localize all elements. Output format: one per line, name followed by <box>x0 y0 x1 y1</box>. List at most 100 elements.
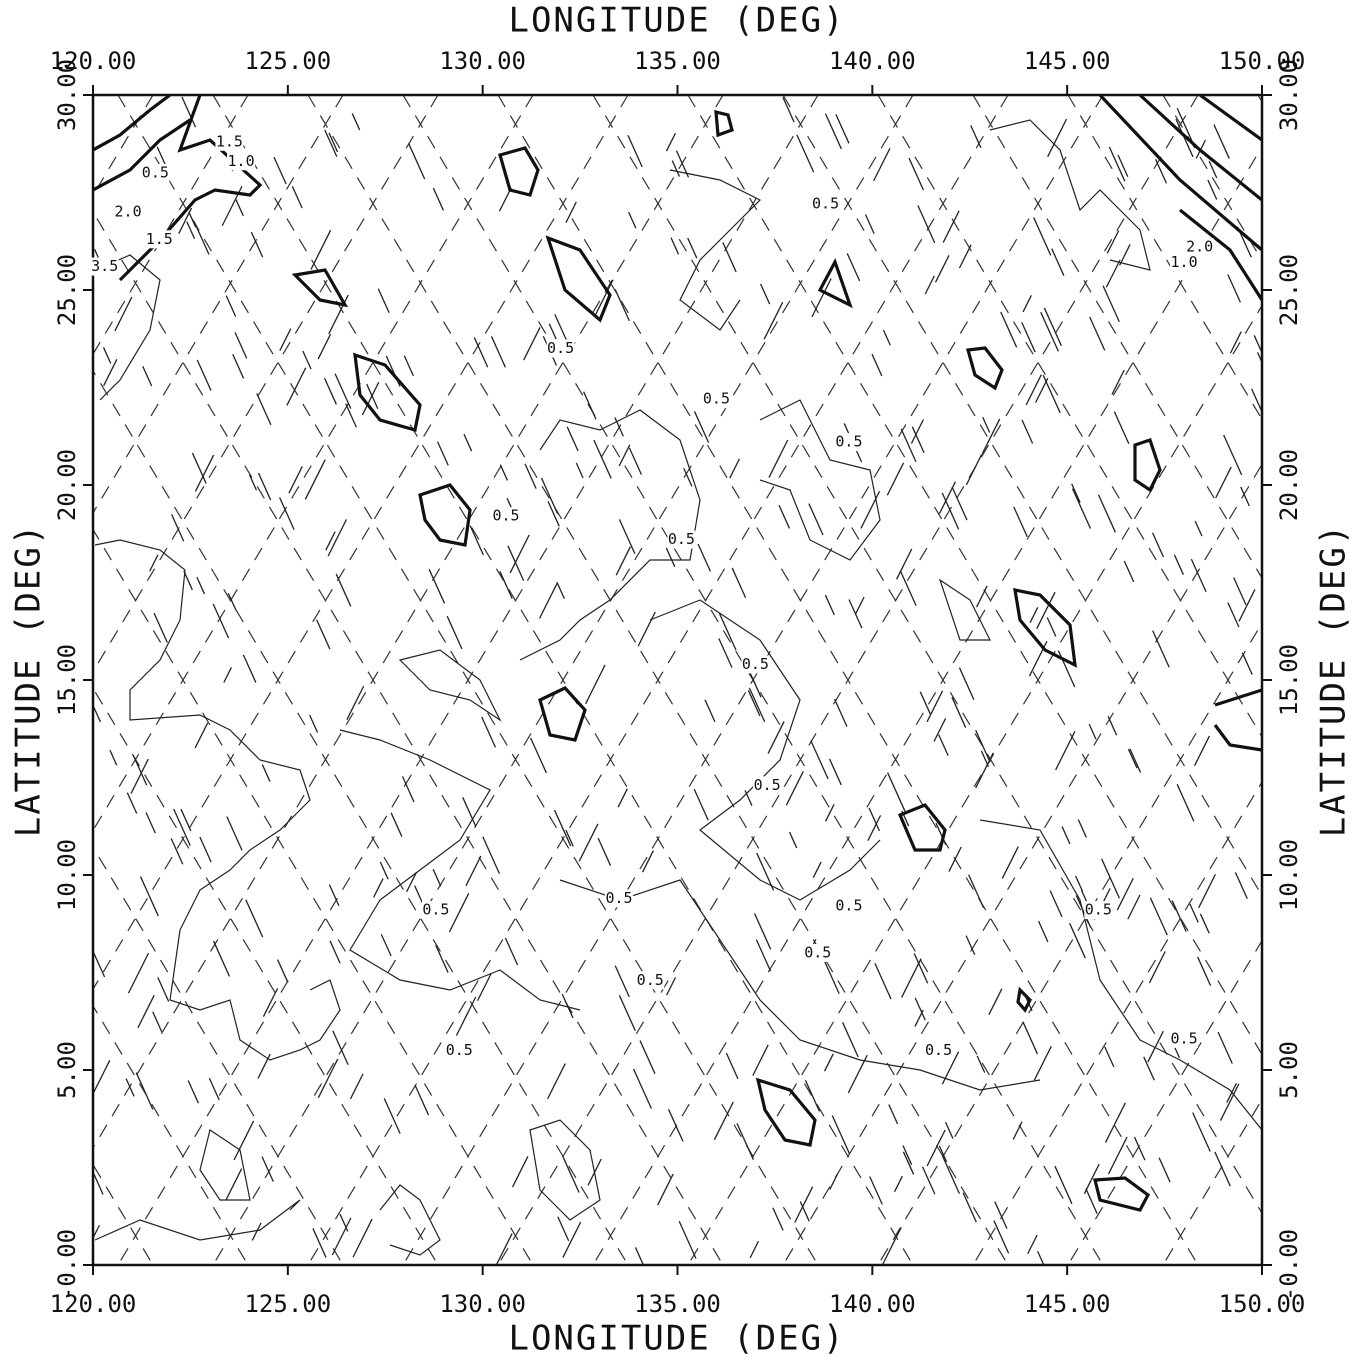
vector-stroke <box>510 535 529 573</box>
contour <box>560 880 1040 1090</box>
vector-stroke <box>579 824 598 861</box>
vector-stroke <box>768 721 784 753</box>
vector-stroke <box>1056 731 1075 770</box>
vector-stroke <box>305 460 325 500</box>
vector-stroke <box>1218 1032 1232 1064</box>
vector-stroke <box>638 612 655 646</box>
vector-stroke <box>723 242 736 272</box>
vector-stroke <box>378 289 389 313</box>
vector-stroke <box>353 1219 372 1257</box>
vector-stroke <box>847 253 859 280</box>
vector-stroke <box>136 1073 153 1110</box>
vector-stroke <box>598 838 610 866</box>
vector-stroke <box>732 568 745 598</box>
y-tick-label: 5.00 <box>1275 1041 1303 1099</box>
vector-stroke <box>1103 286 1119 322</box>
vector-stroke <box>200 837 211 862</box>
vector-stroke <box>350 1074 363 1099</box>
vector-stroke <box>463 797 476 826</box>
vector-stroke <box>1258 352 1272 383</box>
contour <box>500 148 538 195</box>
vector-stroke <box>1228 275 1241 303</box>
x-axis-title-bottom: LONGITUDE (DEG) <box>508 1319 845 1359</box>
x-tick-label: 145.00 <box>1024 47 1111 75</box>
vector-stroke <box>1241 487 1250 506</box>
vector-stroke <box>888 773 905 812</box>
vector-stroke <box>110 750 117 765</box>
vector-stroke <box>745 790 752 805</box>
vector-stroke <box>872 354 882 376</box>
vector-stroke <box>436 945 448 972</box>
vector-stroke <box>1047 617 1056 636</box>
x-tick-label: 130.00 <box>439 1290 526 1318</box>
contour <box>670 170 760 330</box>
vector-stroke <box>258 1054 270 1078</box>
vector-stroke <box>1078 819 1086 837</box>
vector-stroke <box>1124 561 1133 582</box>
vector-stroke <box>994 1221 1009 1254</box>
vector-stroke <box>558 1217 569 1241</box>
vector-stroke <box>749 688 764 722</box>
contour <box>1015 590 1075 665</box>
vector-stroke <box>236 199 243 215</box>
vector-stroke <box>409 144 425 180</box>
vector-stroke <box>146 813 155 834</box>
y-tick-label: 20.00 <box>53 449 81 521</box>
vector-stroke <box>783 97 794 122</box>
vector-stroke <box>584 392 596 419</box>
vector-stroke <box>942 493 958 529</box>
vector-stroke <box>126 1079 134 1097</box>
vector-stroke <box>963 1193 976 1222</box>
vector-stroke <box>669 1109 683 1141</box>
vector-stroke <box>194 221 209 254</box>
swath-line <box>0 95 343 1265</box>
vector-stroke <box>629 448 641 475</box>
vector-stroke <box>158 977 169 1001</box>
vector-stroke <box>491 336 505 367</box>
x-tick-label: 140.00 <box>829 1290 916 1318</box>
contour <box>1095 1178 1148 1210</box>
y-tick-label: -0.00 <box>1275 1229 1303 1301</box>
vector-stroke <box>318 334 330 359</box>
vector-stroke <box>640 1041 655 1074</box>
vector-stroke <box>909 158 923 190</box>
vector-stroke <box>346 404 357 428</box>
vector-stroke <box>332 1218 351 1255</box>
vector-stroke <box>769 440 788 478</box>
vector-stroke <box>287 368 306 406</box>
vector-stroke <box>289 466 302 493</box>
vector-stroke <box>1090 317 1105 350</box>
vector-stroke <box>563 1158 579 1193</box>
vector-stroke <box>447 616 462 649</box>
vector-stroke <box>280 497 295 529</box>
contour-label: 0.5 <box>142 164 169 182</box>
vector-stroke <box>115 297 132 331</box>
vector-stroke <box>1174 555 1183 575</box>
vector-stroke <box>619 519 634 553</box>
vector-stroke <box>274 157 286 184</box>
coastline <box>95 255 160 400</box>
vector-stroke <box>381 934 391 956</box>
vector-stroke <box>822 956 839 993</box>
vector-stroke <box>618 789 627 807</box>
vector-stroke <box>870 1176 883 1204</box>
y-tick-label: 30.00 <box>1275 59 1303 131</box>
vector-stroke <box>883 1227 902 1264</box>
vector-stroke <box>391 813 402 837</box>
vector-stroke <box>567 427 578 451</box>
vector-stroke <box>667 977 676 995</box>
vector-stroke <box>563 1222 581 1258</box>
vector-stroke <box>227 817 242 851</box>
contour-label: 0.5 <box>1171 1029 1198 1047</box>
vector-stroke <box>500 571 512 598</box>
vector-stroke <box>1117 878 1133 910</box>
contour-label: 0.5 <box>492 507 519 525</box>
vector-stroke <box>1191 559 1206 592</box>
contour <box>990 120 1150 270</box>
vector-stroke <box>952 697 966 727</box>
vector-stroke <box>1023 295 1031 312</box>
vector-stroke <box>843 1022 859 1057</box>
vector-stroke <box>330 941 340 963</box>
vector-stroke <box>548 1064 566 1099</box>
swath-line <box>1068 95 1355 1265</box>
